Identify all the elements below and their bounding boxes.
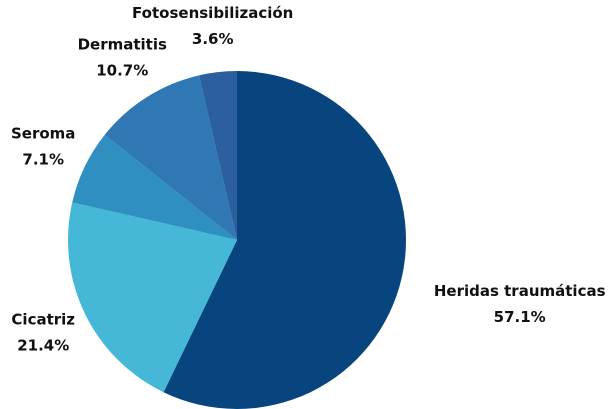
slice-value-label: 7.1% [22,150,64,168]
slice-label: Dermatitis [78,36,167,54]
slice-value-label: 21.4% [17,337,69,355]
pie-slice [72,134,238,240]
slice-label: Fotosensibilización [132,4,293,22]
slice-label: Heridas traumáticas [434,282,606,300]
slice-label: Cicatriz [11,311,75,329]
pie-slice [163,71,406,409]
slice-value-label: 3.6% [192,30,234,48]
pie-slice [104,75,238,241]
slice-value-label: 10.7% [96,62,148,80]
slice-label: Seroma [11,124,75,142]
slice-value-label: 57.1% [494,308,546,326]
pie-slice [67,202,237,393]
pie-slice [199,71,237,240]
